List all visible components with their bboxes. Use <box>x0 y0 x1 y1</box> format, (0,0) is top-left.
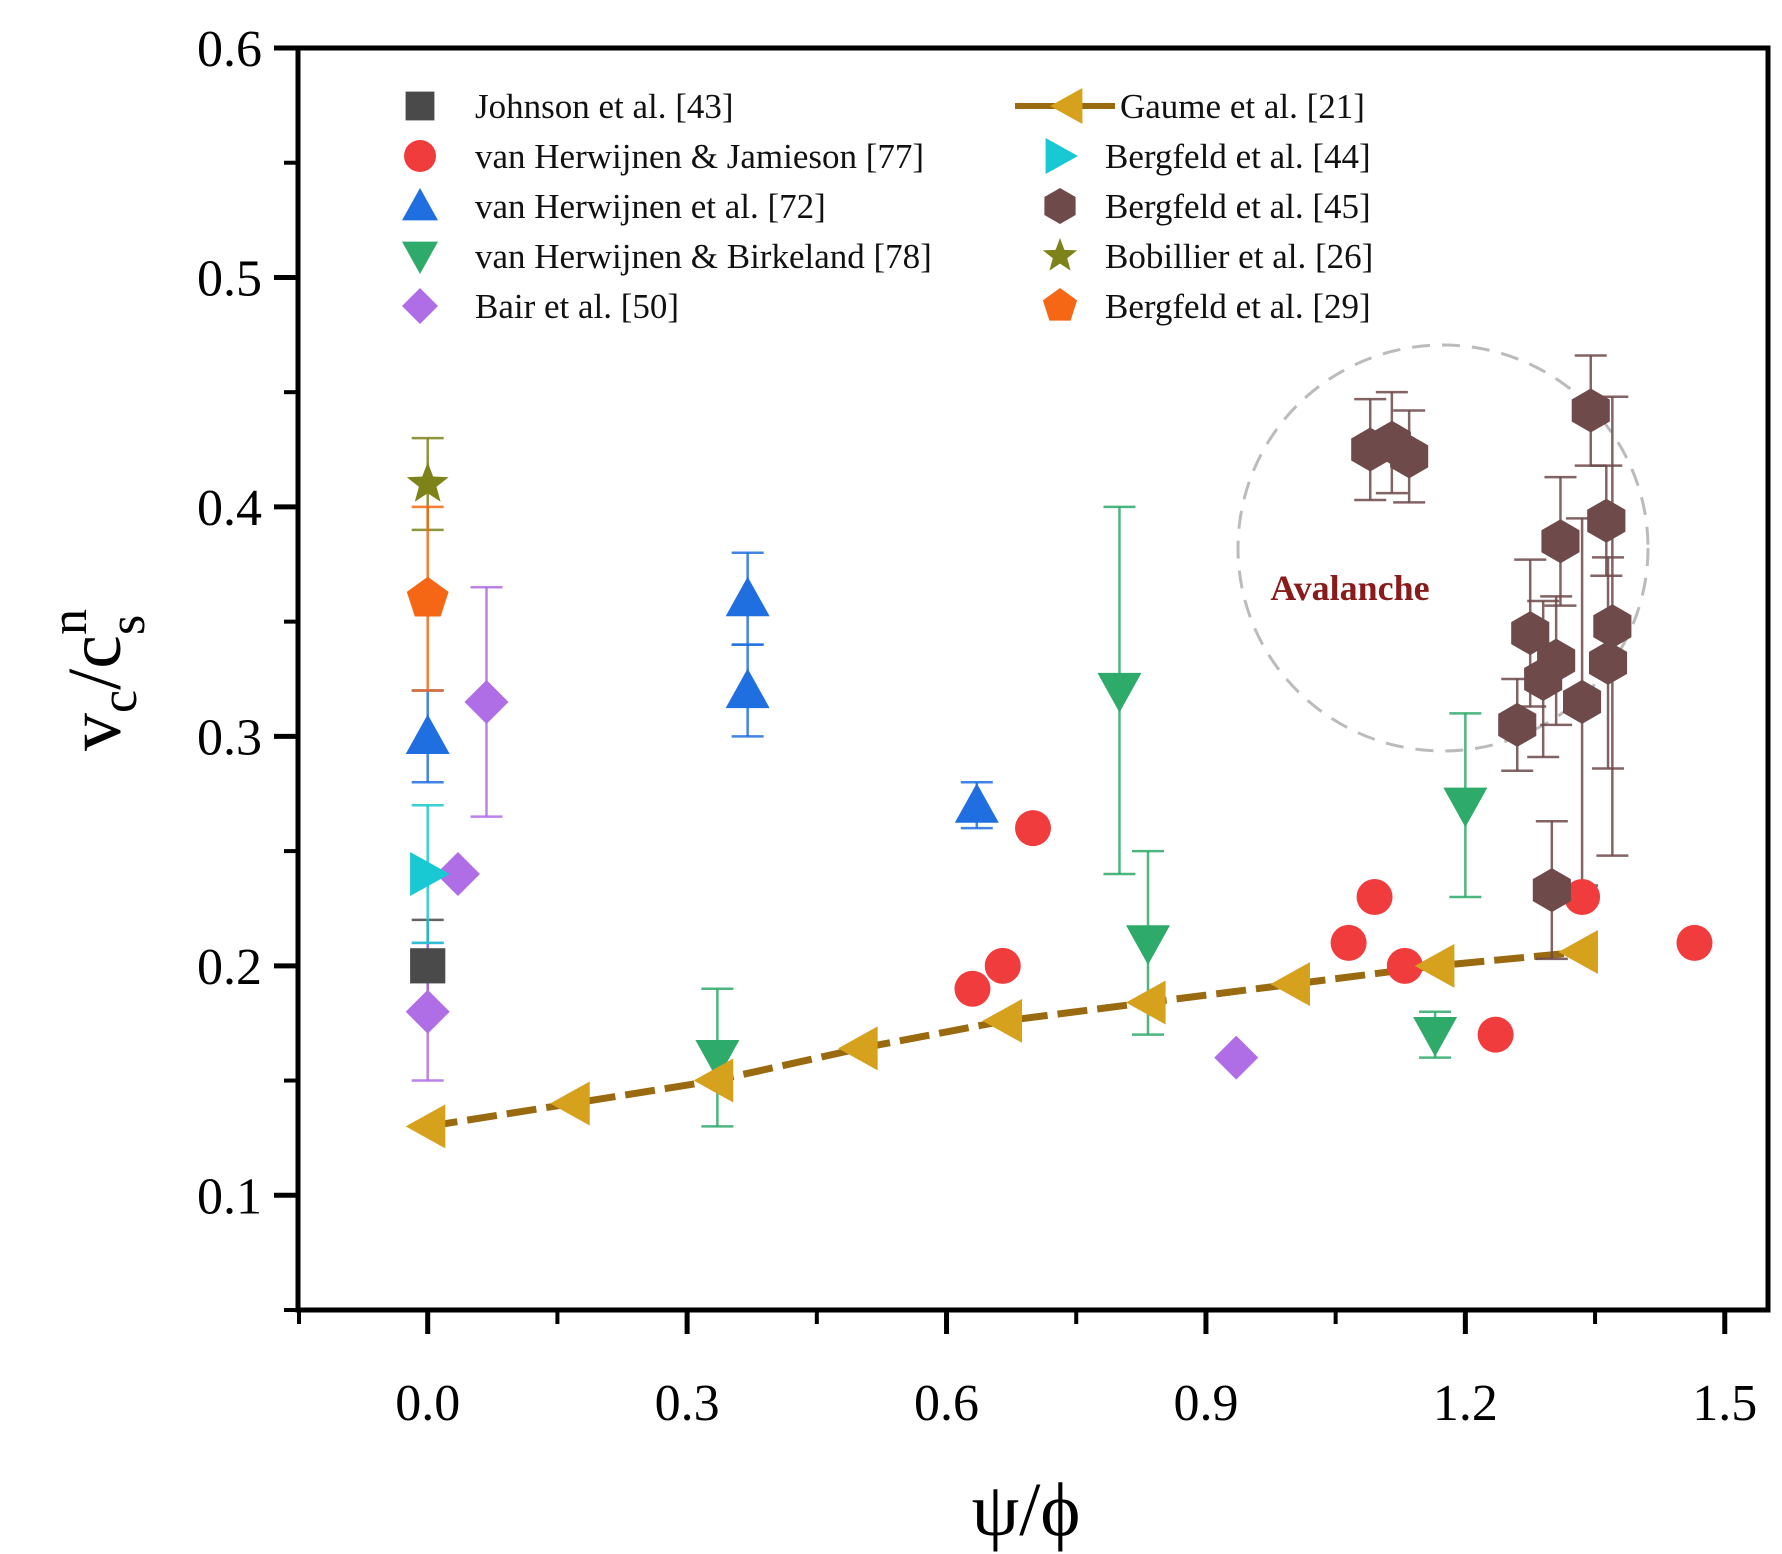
marker-van-herwijnen-et-al-72-1 <box>725 576 770 617</box>
marker-van-herwijnen-birkeland-78-0 <box>695 1040 740 1080</box>
marker-van-herwijnen-jamieson-77-8 <box>1676 924 1713 961</box>
marker-gaume-et-al-21-3 <box>838 1026 878 1071</box>
svg-text:vc/cns: vc/cns <box>41 609 156 751</box>
legend: Johnson et al. [43] van Herwijnen & Jamie… <box>402 87 1373 326</box>
marker-bergfeld-et-al-45-5 <box>1541 519 1580 564</box>
x-tick-label-4: 1.2 <box>1433 1375 1498 1432</box>
marker-bergfeld-et-al-45-2 <box>1390 434 1429 479</box>
marker-bergfeld-et-al-45-4 <box>1587 498 1626 543</box>
marker-gaume-et-al-21-0 <box>405 1104 446 1149</box>
marker-bair-et-al-50-3 <box>1214 1035 1259 1080</box>
marker-bergfeld-et-al-45-11 <box>1589 640 1628 685</box>
marker-bergfeld-et-al-45-3 <box>1571 388 1610 433</box>
legend-label-johnson-et-al-43: Johnson et al. [43] <box>475 87 734 126</box>
marker-gaume-et-al-21-1 <box>550 1081 590 1126</box>
legend-marker-bergfeld-et-al-45 <box>1044 188 1076 224</box>
marker-van-herwijnen-et-al-72-3 <box>954 783 999 823</box>
marker-bergfeld-et-al-45-6 <box>1511 611 1550 656</box>
y-label-sub-c: c <box>91 690 148 713</box>
y-axis-title: vc/cns <box>41 609 156 751</box>
x-tick-label-3: 0.9 <box>1173 1375 1238 1432</box>
x-tick-label-1: 0.3 <box>655 1375 720 1432</box>
marker-bergfeld-et-al-44-0 <box>410 852 450 897</box>
marker-bair-et-al-50-2 <box>464 679 509 724</box>
x-tick-label-5: 1.5 <box>1692 1375 1757 1432</box>
y-tick-label-2: 0.3 <box>197 709 262 766</box>
svg-text:ψ/ϕ: ψ/ϕ <box>972 1468 1081 1552</box>
marker-van-herwijnen-jamieson-77-2 <box>1015 810 1051 847</box>
legend-marker-bergfeld-et-al-29 <box>1042 288 1078 321</box>
y-label-sub-s: s <box>99 615 156 635</box>
marker-van-herwijnen-jamieson-77-7 <box>1564 878 1601 915</box>
avalanche-region: Avalanche <box>1236 343 1650 753</box>
marker-bergfeld-et-al-45-9 <box>1524 657 1563 701</box>
marker-van-herwijnen-et-al-72-2 <box>725 668 770 709</box>
x-tick-label-0: 0.0 <box>395 1375 460 1432</box>
marker-bergfeld-et-al-29-0 <box>406 576 449 617</box>
y-label-slash: /c <box>53 635 137 690</box>
marker-van-herwijnen-birkeland-78-3 <box>1413 1017 1458 1057</box>
legend-marker-johnson-et-al-43 <box>405 91 435 121</box>
y-tick-label-1: 0.2 <box>197 939 262 996</box>
marker-van-herwijnen-et-al-72-0 <box>405 714 450 754</box>
legend-marker-gaume-et-al-21 <box>1050 88 1083 124</box>
y-tick-label-3: 0.4 <box>197 480 262 537</box>
x-tick-label-2: 0.6 <box>914 1375 979 1432</box>
marker-bobillier-et-al-26-0 <box>406 462 449 502</box>
y-tick-label-0: 0.1 <box>197 1168 262 1225</box>
plot-area: 0.0 0.3 0.6 0.9 1.2 1.5 0.1 0.2 0.3 0.4 0.5 0.6 Ava… <box>197 21 1771 1432</box>
marker-gaume-et-al-21-5 <box>1126 980 1166 1025</box>
data-markers <box>405 388 1713 1149</box>
marker-bair-et-al-50-1 <box>435 852 480 897</box>
avalanche-label: Avalanche <box>1270 568 1429 608</box>
legend-marker-van-herwijnen-birkeland-78 <box>402 241 438 274</box>
legend-marker-van-herwijnen-jamieson-77 <box>404 140 436 172</box>
x-axis-title: ψ/ϕ <box>972 1468 1081 1552</box>
marker-gaume-et-al-21-6 <box>1270 962 1311 1007</box>
marker-van-herwijnen-birkeland-78-4 <box>1443 787 1488 828</box>
marker-van-herwijnen-jamieson-77-5 <box>1386 947 1423 984</box>
marker-gaume-et-al-21-8 <box>1558 930 1598 975</box>
marker-van-herwijnen-jamieson-77-3 <box>1330 924 1367 961</box>
avalanche-ellipse <box>1236 343 1650 753</box>
legend-label-van-herwijnen-jamieson-77: van Herwijnen & Jamieson [77] <box>475 137 924 176</box>
legend-label-bergfeld-et-al-45: Bergfeld et al. [45] <box>1105 187 1371 226</box>
legend-marker-bergfeld-et-al-44 <box>1045 138 1078 174</box>
legend-label-van-herwijnen-birkeland-78: van Herwijnen & Birkeland [78] <box>475 237 932 276</box>
legend-marker-van-herwijnen-et-al-72 <box>402 188 438 221</box>
y-label-v: v <box>53 713 137 751</box>
marker-gaume-et-al-21-7 <box>1414 943 1455 988</box>
legend-label-bergfeld-et-al-44: Bergfeld et al. [44] <box>1105 137 1371 176</box>
legend-label-bobillier-et-al-26: Bobillier et al. [26] <box>1105 237 1373 276</box>
legend-label-gaume-et-al-21: Gaume et al. [21] <box>1120 87 1365 126</box>
legend-marker-bobillier-et-al-26 <box>1042 238 1078 271</box>
axis-ticks: 0.0 0.3 0.6 0.9 1.2 1.5 0.1 0.2 0.3 0.4 0.5 0.6 <box>197 21 1757 1432</box>
marker-van-herwijnen-birkeland-78-1 <box>1097 672 1142 713</box>
marker-bergfeld-et-al-45-10 <box>1563 679 1602 724</box>
marker-bergfeld-et-al-45-8 <box>1593 604 1632 649</box>
marker-gaume-et-al-21-2 <box>693 1058 734 1103</box>
marker-van-herwijnen-jamieson-77-4 <box>1356 878 1393 915</box>
marker-van-herwijnen-jamieson-77-1 <box>984 947 1021 984</box>
legend-label-bair-et-al-50: Bair et al. [50] <box>475 287 679 326</box>
y-label-sup-n: n <box>41 609 98 635</box>
marker-bergfeld-et-al-45-13 <box>1532 868 1571 913</box>
marker-van-herwijnen-birkeland-78-2 <box>1126 925 1171 965</box>
marker-johnson-et-al-43-0 <box>410 948 446 984</box>
marker-van-herwijnen-jamieson-77-0 <box>954 970 991 1007</box>
marker-bergfeld-et-al-45-12 <box>1498 702 1537 747</box>
y-tick-label-5: 0.6 <box>197 21 262 78</box>
legend-label-bergfeld-et-al-29: Bergfeld et al. [29] <box>1105 287 1371 326</box>
marker-van-herwijnen-jamieson-77-6 <box>1477 1016 1514 1053</box>
legend-label-van-herwijnen-et-al-72: van Herwijnen et al. [72] <box>475 187 826 226</box>
plot-frame <box>295 45 1771 1313</box>
y-tick-label-4: 0.5 <box>197 250 262 307</box>
marker-bair-et-al-50-0 <box>405 989 450 1034</box>
marker-gaume-et-al-21-4 <box>982 998 1023 1043</box>
legend-marker-bair-et-al-50 <box>402 288 438 324</box>
